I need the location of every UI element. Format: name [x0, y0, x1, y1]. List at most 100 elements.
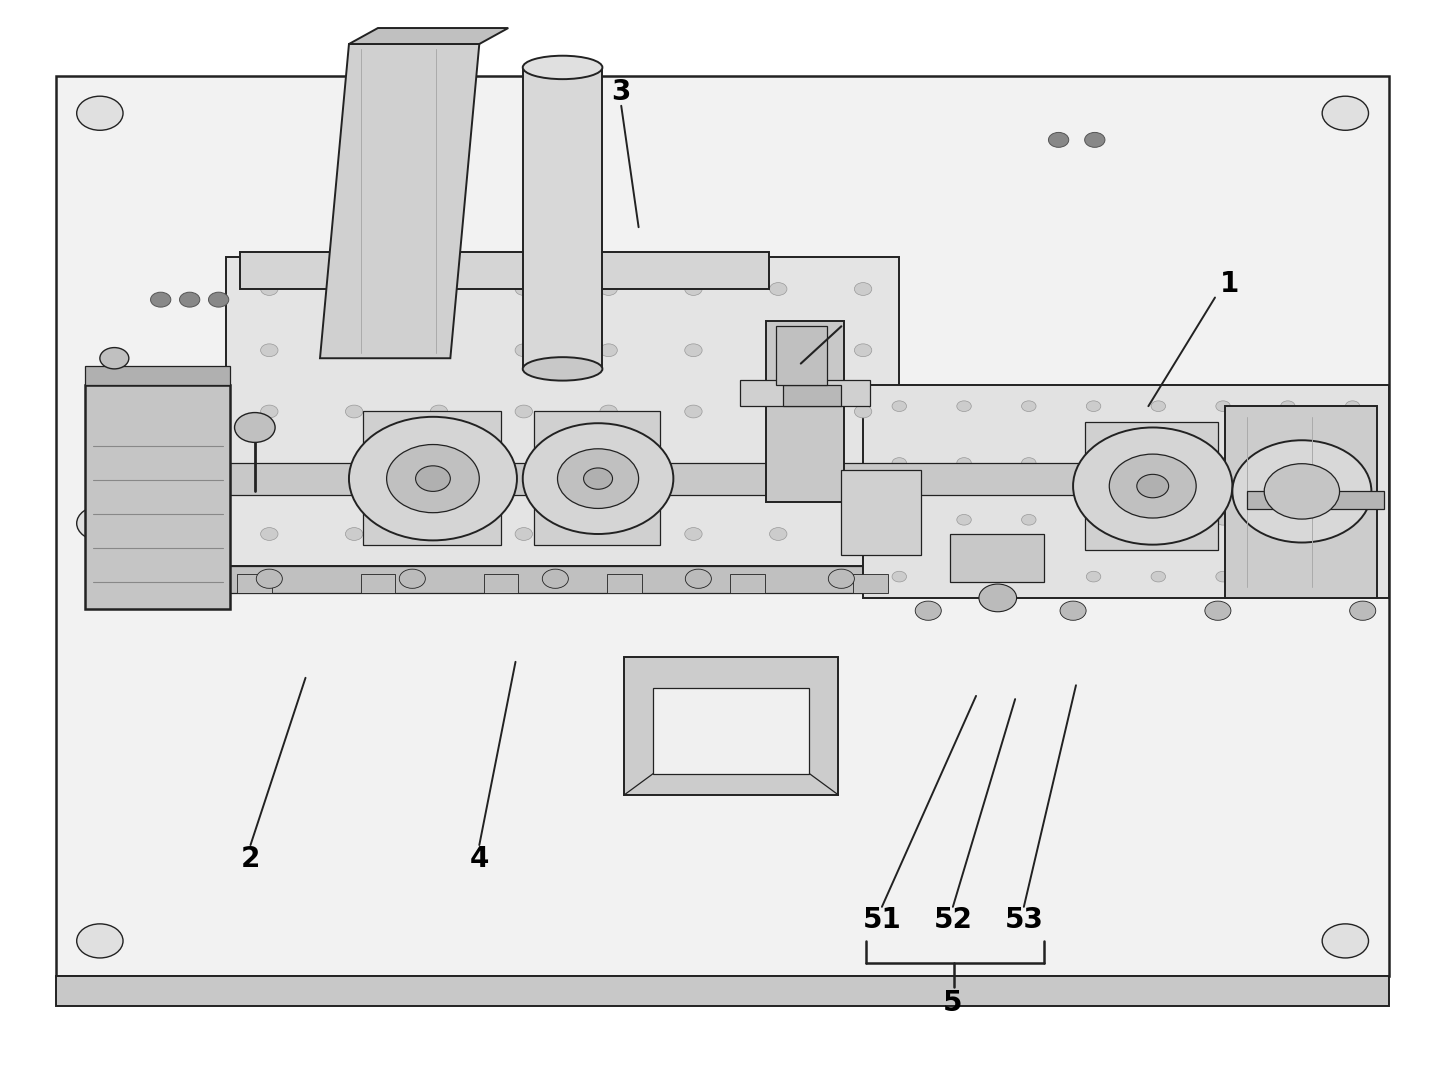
Circle shape — [685, 467, 702, 480]
Circle shape — [415, 466, 450, 491]
Polygon shape — [238, 575, 273, 593]
Circle shape — [855, 467, 872, 480]
Circle shape — [399, 569, 425, 588]
Circle shape — [1136, 474, 1168, 498]
Text: 4: 4 — [470, 845, 489, 873]
Polygon shape — [863, 384, 1389, 598]
Circle shape — [257, 569, 283, 588]
Circle shape — [599, 283, 617, 296]
Polygon shape — [483, 575, 518, 593]
Circle shape — [685, 405, 702, 418]
Circle shape — [1216, 458, 1230, 468]
Circle shape — [892, 571, 907, 582]
Polygon shape — [950, 534, 1045, 582]
Circle shape — [1087, 400, 1101, 411]
Text: 5: 5 — [943, 989, 962, 1017]
Text: 52: 52 — [933, 906, 972, 933]
Circle shape — [892, 400, 907, 411]
Polygon shape — [57, 76, 1389, 976]
Circle shape — [1087, 515, 1101, 525]
Polygon shape — [853, 575, 888, 593]
Circle shape — [1022, 458, 1036, 468]
Circle shape — [1204, 601, 1230, 621]
Circle shape — [345, 283, 363, 296]
Circle shape — [261, 344, 279, 357]
Text: 1: 1 — [1220, 270, 1239, 298]
Circle shape — [261, 528, 279, 540]
Polygon shape — [360, 575, 395, 593]
Circle shape — [956, 571, 971, 582]
Text: 51: 51 — [862, 906, 901, 933]
Circle shape — [1216, 400, 1230, 411]
Polygon shape — [1246, 491, 1384, 509]
Circle shape — [1087, 571, 1101, 582]
Circle shape — [515, 528, 533, 540]
Ellipse shape — [522, 357, 602, 380]
Polygon shape — [534, 411, 660, 545]
Polygon shape — [226, 566, 900, 593]
Circle shape — [769, 528, 786, 540]
Circle shape — [769, 405, 786, 418]
Circle shape — [1345, 458, 1360, 468]
Circle shape — [348, 417, 517, 540]
Polygon shape — [740, 379, 871, 406]
Circle shape — [77, 506, 123, 540]
Text: 2: 2 — [241, 845, 260, 873]
Polygon shape — [776, 327, 827, 384]
Circle shape — [855, 528, 872, 540]
Circle shape — [892, 515, 907, 525]
Text: 53: 53 — [1004, 906, 1043, 933]
Circle shape — [100, 347, 129, 368]
Circle shape — [261, 467, 279, 480]
Circle shape — [892, 458, 907, 468]
Circle shape — [1216, 571, 1230, 582]
Circle shape — [1281, 400, 1296, 411]
Circle shape — [1322, 96, 1368, 130]
Circle shape — [1345, 515, 1360, 525]
Circle shape — [1109, 454, 1196, 518]
Polygon shape — [766, 321, 844, 502]
Circle shape — [1216, 515, 1230, 525]
Circle shape — [180, 293, 200, 308]
Circle shape — [1322, 924, 1368, 958]
Circle shape — [261, 283, 279, 296]
Circle shape — [515, 344, 533, 357]
Polygon shape — [624, 657, 839, 795]
Circle shape — [1264, 464, 1339, 519]
Circle shape — [599, 528, 617, 540]
Circle shape — [1022, 571, 1036, 582]
Circle shape — [1074, 427, 1232, 545]
Circle shape — [769, 283, 786, 296]
Circle shape — [599, 344, 617, 357]
Circle shape — [599, 467, 617, 480]
Polygon shape — [607, 575, 641, 593]
Polygon shape — [321, 44, 479, 358]
Circle shape — [1281, 515, 1296, 525]
Circle shape — [685, 528, 702, 540]
Polygon shape — [86, 384, 231, 609]
Circle shape — [1281, 458, 1296, 468]
Polygon shape — [1225, 406, 1377, 598]
Circle shape — [1151, 515, 1165, 525]
Text: 3: 3 — [611, 78, 631, 106]
Polygon shape — [730, 575, 765, 593]
Circle shape — [1345, 571, 1360, 582]
Circle shape — [1349, 601, 1376, 621]
Polygon shape — [653, 689, 810, 773]
Circle shape — [151, 293, 171, 308]
Polygon shape — [842, 470, 921, 555]
Circle shape — [515, 283, 533, 296]
Polygon shape — [231, 462, 1246, 494]
Circle shape — [829, 569, 855, 588]
Circle shape — [557, 449, 638, 508]
Circle shape — [543, 569, 569, 588]
Circle shape — [1232, 440, 1371, 543]
Circle shape — [431, 283, 448, 296]
Circle shape — [345, 344, 363, 357]
Circle shape — [599, 405, 617, 418]
Polygon shape — [226, 257, 900, 566]
Circle shape — [979, 584, 1017, 612]
Circle shape — [916, 601, 942, 621]
Circle shape — [345, 528, 363, 540]
Ellipse shape — [522, 56, 602, 79]
